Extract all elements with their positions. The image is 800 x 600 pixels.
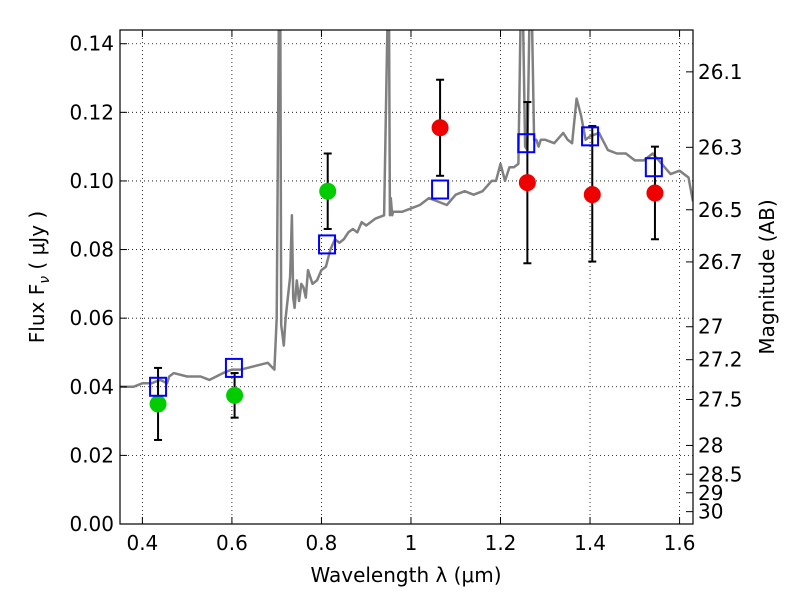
y-axis-label-subscript: ν xyxy=(37,276,53,284)
right-tick-label: 27.5 xyxy=(698,387,743,411)
y-tick-label: 0.04 xyxy=(69,375,114,399)
right-axis-label: Magnitude (AB) xyxy=(755,199,779,354)
y-tick-label: 0.14 xyxy=(69,32,114,56)
right-tick-label: 26.3 xyxy=(698,135,743,159)
data-point-marker xyxy=(226,386,244,404)
right-tick-label: 28.5 xyxy=(698,462,743,486)
right-tick-label: 27.2 xyxy=(698,348,743,372)
plot-area xyxy=(120,30,693,524)
right-tick-label: 28 xyxy=(698,433,723,457)
model-spectrum-layer xyxy=(120,30,693,389)
right-tick-label: 29 xyxy=(698,481,723,505)
y-axis-label-main: Flux F xyxy=(25,284,49,343)
x-tick-label: 1 xyxy=(405,531,418,555)
y-axis-label: Flux Fν ( μJy ) xyxy=(25,211,53,343)
right-tick-label: 27 xyxy=(698,315,723,339)
model-flux-marker xyxy=(517,133,536,154)
right-tick-label: 26.7 xyxy=(698,250,743,274)
x-axis-label: Wavelength λ (μm) xyxy=(310,563,501,587)
y-tick-label: 0.08 xyxy=(69,238,114,262)
x-tick-label: 0.6 xyxy=(216,531,248,555)
x-tick-label: 0.4 xyxy=(126,531,158,555)
right-tick-label: 26.5 xyxy=(698,198,743,222)
right-tick-label: 30 xyxy=(698,500,723,524)
x-tick-label: 1.6 xyxy=(664,531,696,555)
x-tick-label: 0.8 xyxy=(306,531,338,555)
data-point-marker xyxy=(431,119,449,137)
data-point-marker xyxy=(646,184,664,202)
data-point-marker xyxy=(149,395,167,413)
x-tick-label: 1.2 xyxy=(485,531,517,555)
model-spectrum-line xyxy=(120,30,693,389)
y-axis-ticks: 0.00 0.02 0.04 0.06 0.08 0.10 0.12 0.14 xyxy=(69,32,127,536)
y-tick-label: 0.10 xyxy=(69,169,114,193)
y-tick-label: 0.00 xyxy=(69,512,114,536)
data-points-layer xyxy=(149,78,664,441)
model-flux-marker xyxy=(318,234,337,255)
model-flux-marker xyxy=(149,376,168,397)
y-tick-label: 0.06 xyxy=(69,306,114,330)
plot-frame xyxy=(119,29,694,525)
model-flux-marker xyxy=(224,357,243,378)
data-point-marker xyxy=(518,174,536,192)
x-tick-label: 1.4 xyxy=(574,531,606,555)
model-flux-marker xyxy=(431,179,450,200)
model-flux-marker xyxy=(581,126,600,147)
y-tick-label: 0.12 xyxy=(69,100,114,124)
y-tick-label: 0.02 xyxy=(69,443,114,467)
data-point-marker xyxy=(583,186,601,204)
right-tick-label: 26.1 xyxy=(698,60,743,84)
data-point-marker xyxy=(319,182,337,200)
x-axis-ticks: 0.4 0.6 0.8 1 1.2 1.4 1.6 xyxy=(126,30,695,555)
y-axis-label-units: ( μJy ) xyxy=(25,211,49,276)
model-flux-marker xyxy=(644,157,663,178)
